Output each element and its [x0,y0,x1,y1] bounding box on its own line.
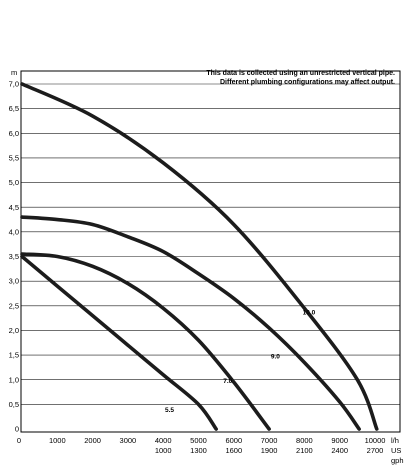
series-line-9-0 [20,215,361,431]
series-label-7-0: 7.0 [223,378,232,385]
x-tick-label-gph: 1900 [261,446,278,455]
series-line-7-0 [20,252,271,431]
y-tick-label: 2,5 [9,301,19,310]
note-line-2: Different plumbing configurations may af… [220,79,395,86]
y-axis-unit: m [11,68,17,77]
x-tick-label-lph: 4000 [155,436,172,445]
x-tick-label-lph: 3000 [120,436,137,445]
y-tick-label: 1,0 [9,375,19,384]
x-tick-label-lph: 6000 [225,436,242,445]
x-tick-label-lph: 7000 [261,436,278,445]
y-tick-label: 3,5 [9,252,19,261]
x-tick-label-lph: 8000 [296,436,313,445]
y-tick-label: 5,0 [9,178,19,187]
y-tick-label: 1,5 [9,351,19,360]
x-tick-label-gph: 1000 [155,446,172,455]
y-tick-label: 6,5 [9,104,19,113]
x-tick-label-lph: 5000 [190,436,207,445]
series-line-5-5 [20,254,218,431]
series-label-5-5: 5.5 [165,407,174,414]
x-tick-label-lph: 9000 [331,436,348,445]
plot-frame [20,70,401,433]
y-tick-label: 7,0 [9,80,19,89]
x-axis-unit-secondary-1: US [391,446,401,455]
series-labels: 10.0 9.0 7.0 5.5 [165,310,316,414]
y-tick-label: 0,5 [9,400,19,409]
x-tick-label-gph: 2400 [331,446,348,455]
y-tick-label: 4,5 [9,203,19,212]
x-tick-label-lph: 10000 [365,436,386,445]
x-tick-label-lph: 2000 [84,436,101,445]
x-tick-label-gph: 2700 [367,446,384,455]
y-tick-label: 3,0 [9,277,19,286]
x-tick-label-lph: 0 [17,436,21,445]
series-line-10-0 [20,82,379,431]
x-tick-label-lph: 1000 [49,436,66,445]
y-tick-label: 2,0 [9,326,19,335]
y-axis-ticks: 0 0,5 1,0 1,5 2,0 2,5 3,0 3,5 4,0 4,5 5,0 5,5 6,0 6,5… [9,80,19,434]
series-label-9-0: 9.0 [271,354,280,361]
x-tick-label-gph: 2100 [296,446,313,455]
y-tick-label: 6,0 [9,129,19,138]
y-tick-label: 0 [15,425,19,434]
x-tick-label-gph: 1600 [225,446,242,455]
y-tick-label: 5,5 [9,154,19,163]
y-tick-label: 4,0 [9,227,19,236]
series-curves [20,82,379,431]
note-line-1: This data is collected using an unrestri… [206,70,395,77]
series-label-10-0: 10.0 [303,310,316,317]
x-axis-unit-secondary-2: gph [391,456,404,465]
x-tick-label-gph: 1300 [190,446,207,455]
x-axis-unit-primary: l/h [391,436,399,445]
x-axis-ticks: 0 1000 2000 3000 400010005000130060001600700… [17,436,386,455]
